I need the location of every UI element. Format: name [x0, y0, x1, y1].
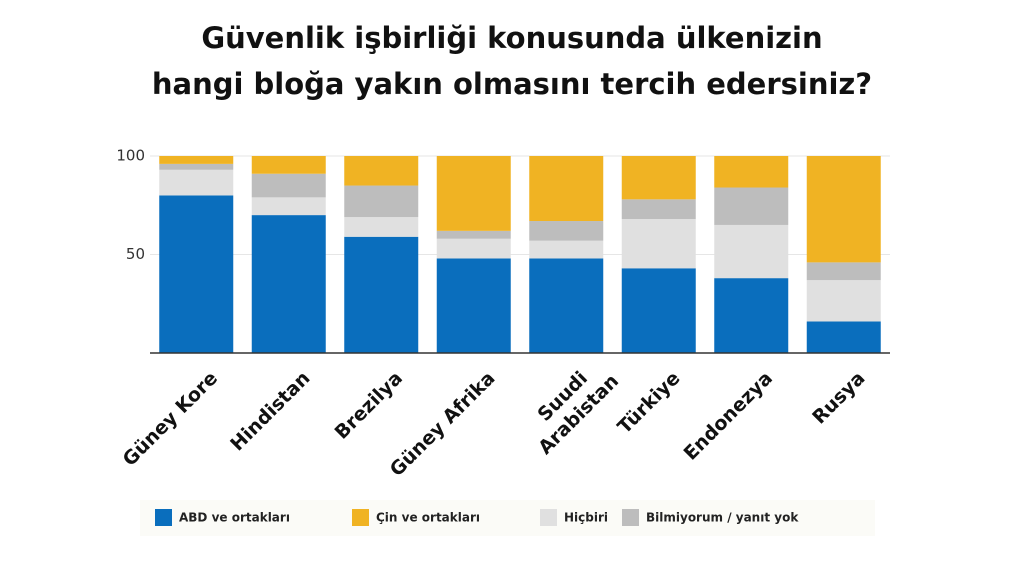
bar-segment	[251, 156, 326, 174]
bar-segment	[806, 280, 881, 322]
bar-segment	[806, 262, 881, 281]
chart-title: Güvenlik işbirliği konusunda ülkenizin	[201, 21, 822, 55]
bar-segment	[529, 221, 604, 241]
bar-segment	[251, 197, 326, 216]
bar-segment	[621, 268, 696, 353]
bar-segment	[344, 217, 419, 237]
x-tick-label: Rusya	[808, 367, 869, 428]
bar-segment	[436, 156, 511, 231]
bar-segment	[529, 156, 604, 222]
bar-segment	[159, 163, 234, 170]
x-tick-label: Türkiye	[613, 367, 684, 438]
legend-label: ABD ve ortakları	[179, 511, 290, 525]
bar-segment	[344, 185, 419, 218]
bar-segment	[529, 258, 604, 353]
legend-label: Bilmiyorum / yanıt yok	[646, 511, 799, 525]
bar-segment	[621, 156, 696, 200]
bar-segment	[806, 156, 881, 263]
bar-segment	[344, 156, 419, 186]
x-tick-label: Güney Kore	[118, 367, 221, 470]
bar-segment	[714, 187, 789, 225]
bar-segment	[621, 199, 696, 220]
legend-background	[140, 500, 875, 536]
x-tick-label: Brezilya	[330, 367, 406, 443]
bar-segment	[436, 238, 511, 259]
bar-segment	[714, 156, 789, 188]
bar-segment	[529, 240, 604, 259]
bar-segment	[714, 278, 789, 353]
x-tick-label: Endonezya	[679, 367, 776, 464]
bar-segment	[159, 195, 234, 353]
x-tick-label: SuudiArabistan	[517, 353, 623, 459]
legend-label: Hiçbiri	[564, 511, 608, 525]
y-tick-label: 100	[116, 147, 145, 165]
bar-segment	[159, 156, 234, 164]
legend-swatch	[155, 509, 172, 526]
legend-swatch	[352, 509, 369, 526]
bar-segment	[436, 258, 511, 353]
legend-label: Çin ve ortakları	[376, 511, 480, 525]
y-tick-label: 50	[126, 245, 145, 263]
legend-swatch	[540, 509, 557, 526]
bar-segment	[436, 230, 511, 239]
bar-segment	[251, 215, 326, 353]
bar-segment	[251, 173, 326, 198]
bar-segment	[621, 219, 696, 269]
legend-swatch	[622, 509, 639, 526]
bar-segment	[344, 236, 419, 353]
x-tick-label: Hindistan	[226, 367, 314, 455]
bar-segment	[806, 321, 881, 353]
bar-segment	[159, 169, 234, 196]
bar-segment	[714, 224, 789, 279]
chart-title: hangi bloğa yakın olmasını tercih edersi…	[152, 67, 872, 101]
